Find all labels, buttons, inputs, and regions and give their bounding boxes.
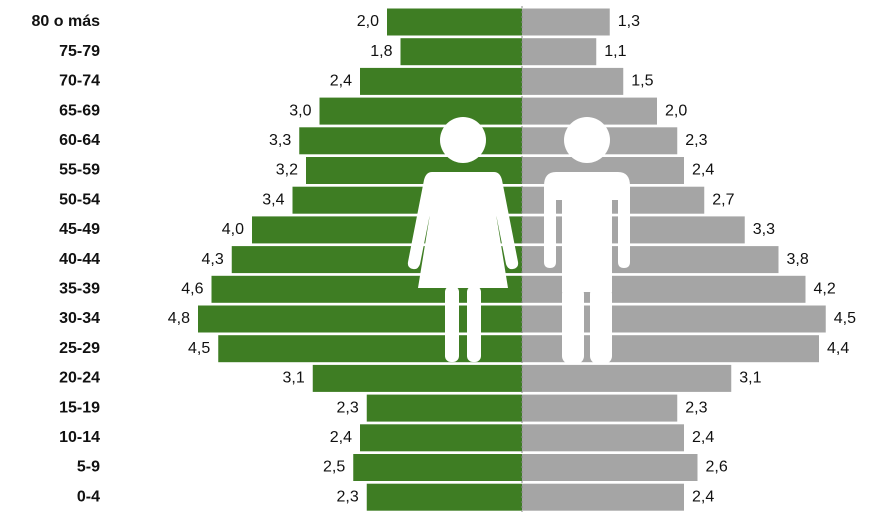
value-label: 4,4 [827, 340, 849, 357]
value-label: 2,3 [337, 399, 359, 416]
bar [312, 364, 522, 392]
value-label: 3,1 [283, 370, 305, 387]
man-icon [544, 117, 630, 364]
category-label: 15-19 [59, 399, 100, 416]
category-label: 45-49 [59, 221, 100, 238]
category-label: 30-34 [59, 310, 100, 327]
value-label: 2,4 [692, 162, 714, 179]
value-label: 2,4 [692, 429, 714, 446]
category-label: 0-4 [77, 488, 100, 505]
value-label: 2,0 [665, 102, 687, 119]
value-label: 3,3 [753, 221, 775, 238]
category-label: 5-9 [77, 459, 100, 476]
category-label: 75-79 [59, 43, 100, 60]
category-label: 55-59 [59, 162, 100, 179]
value-label: 3,1 [739, 370, 761, 387]
bar [353, 454, 522, 481]
value-label: 2,3 [337, 488, 359, 505]
value-label: 2,7 [712, 191, 734, 208]
category-label: 20-24 [59, 370, 100, 387]
bar [366, 394, 522, 422]
value-label: 2,4 [692, 488, 714, 505]
woman-icon [407, 117, 519, 362]
bar [522, 67, 624, 95]
value-label: 1,3 [618, 13, 640, 30]
value-label: 3,2 [276, 162, 298, 179]
value-label: 1,1 [604, 43, 626, 60]
value-label: 3,4 [262, 191, 284, 208]
value-label: 2,4 [330, 429, 352, 446]
value-label: 2,5 [323, 459, 345, 476]
value-label: 1,5 [631, 73, 653, 90]
bar [522, 246, 779, 274]
category-label: 65-69 [59, 102, 100, 119]
category-label: 10-14 [59, 429, 100, 446]
bar [522, 424, 684, 452]
bar [522, 216, 745, 244]
category-label: 50-54 [59, 191, 100, 208]
category-label: 80 o más [32, 13, 101, 30]
bar [522, 394, 678, 422]
category-label: 60-64 [59, 132, 100, 149]
category-label: 35-39 [59, 281, 100, 298]
value-label: 2,3 [685, 132, 707, 149]
bar [360, 424, 522, 452]
bar [299, 127, 522, 155]
value-label: 3,0 [289, 102, 311, 119]
value-label: 1,8 [370, 43, 392, 60]
bar [522, 454, 698, 481]
bar [387, 8, 522, 36]
bar [360, 67, 522, 95]
bar [400, 38, 522, 66]
bar [522, 8, 610, 36]
category-label: 40-44 [59, 251, 100, 268]
bar [522, 364, 732, 392]
bar [319, 97, 522, 125]
value-label: 4,3 [202, 251, 224, 268]
value-label: 3,3 [269, 132, 291, 149]
value-label: 2,3 [685, 399, 707, 416]
value-label: 2,0 [357, 13, 379, 30]
value-label: 4,5 [188, 340, 210, 357]
category-label: 25-29 [59, 340, 100, 357]
category-label: 70-74 [59, 73, 100, 90]
value-label: 3,8 [787, 251, 809, 268]
value-label: 2,6 [706, 459, 728, 476]
value-label: 4,8 [168, 310, 190, 327]
value-label: 4,5 [834, 310, 856, 327]
value-label: 2,4 [330, 73, 352, 90]
bar [366, 483, 522, 511]
bar [522, 483, 684, 511]
value-label: 4,6 [181, 281, 203, 298]
icons [407, 117, 630, 364]
bar [522, 38, 597, 66]
value-label: 4,0 [222, 221, 244, 238]
value-label: 4,2 [814, 281, 836, 298]
